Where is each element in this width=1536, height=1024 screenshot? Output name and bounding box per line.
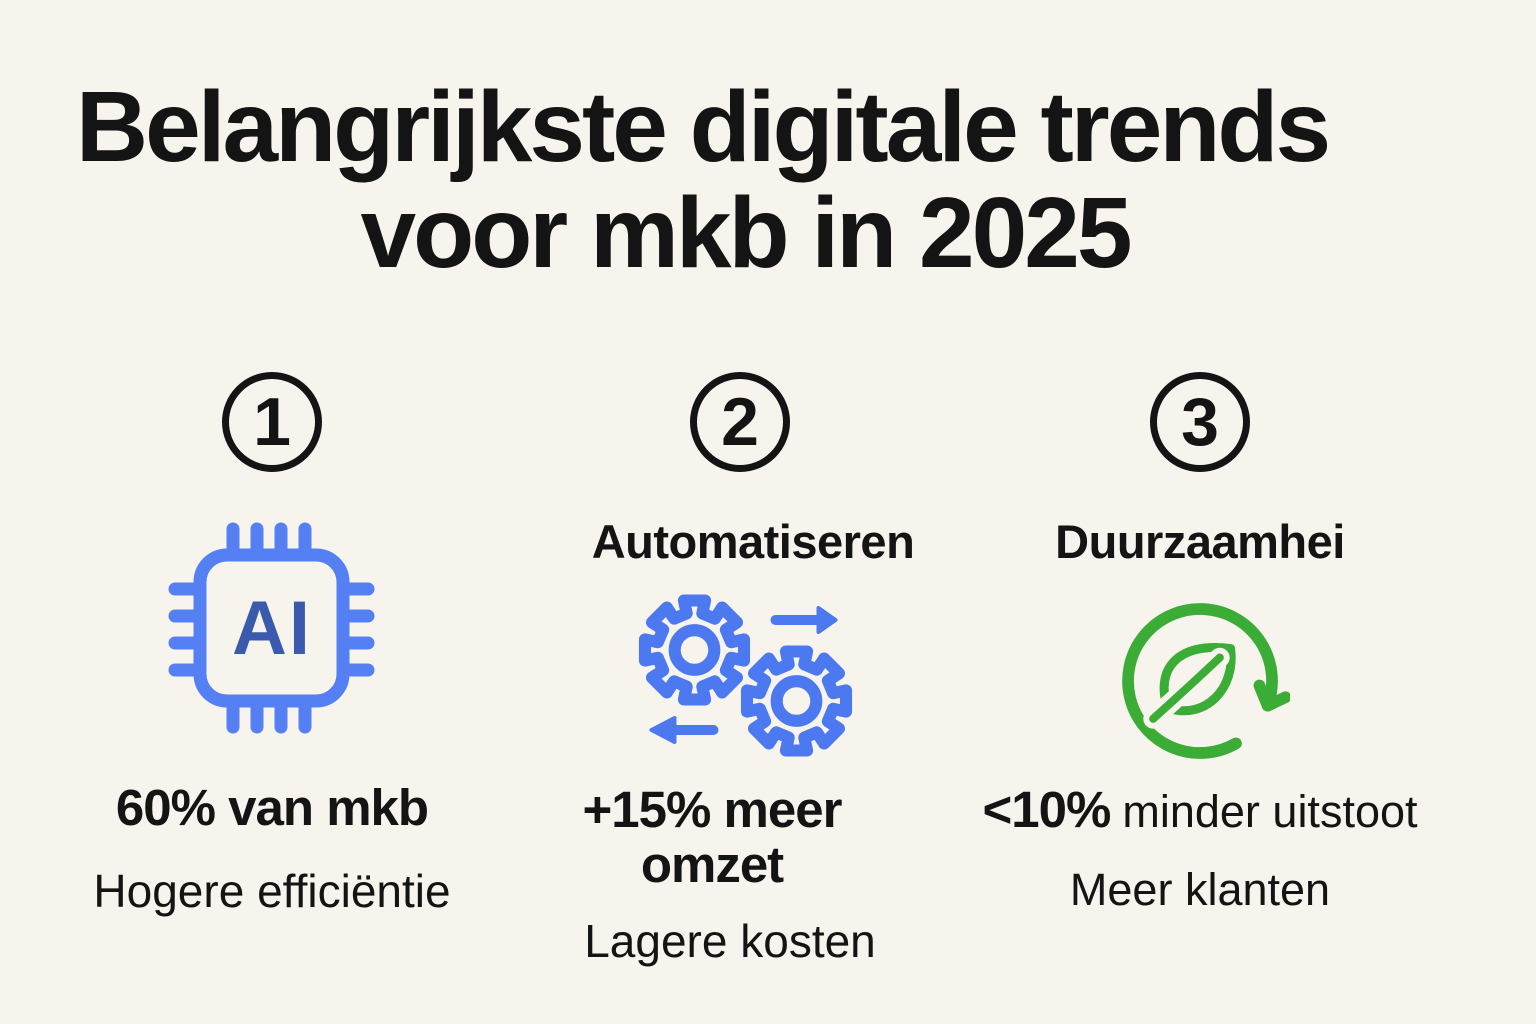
trend-stat-2-line-1: +15% meer: [582, 781, 843, 838]
trend-label-3: Duurzaamhei: [1055, 515, 1345, 568]
gear-large: [645, 601, 744, 700]
trend-label-2: Automatiseren: [591, 515, 915, 568]
chip-body: [193, 548, 350, 708]
page-title: Belangrijkste digitale trends voor mkb i…: [0, 74, 1440, 286]
trend-sub-3: Meer klanten: [1069, 864, 1331, 915]
ai-chip-svg: AI: [168, 522, 375, 734]
chip-pins-bottom: [226, 694, 312, 734]
trend-column-sustainability: 3 Duurzaamhei <10% minder uitstoot Meer k…: [935, 0, 1465, 1024]
chip-ai-label: AI: [232, 586, 312, 671]
trend-stat-3-rest: minder uitstoot: [1122, 786, 1418, 837]
page-title-line-2: voor mkb in 2025: [360, 177, 1133, 289]
step-number: 3: [1181, 384, 1219, 460]
gear-small: [747, 652, 846, 751]
cycle-arrowhead: [1253, 679, 1292, 712]
leaf-stem: [1149, 653, 1224, 723]
arrow-right-icon: [770, 606, 838, 634]
trend-column-ai: 1: [52, 0, 492, 1024]
arrow-left-icon: [649, 716, 719, 744]
trend-stat-3: <10% minder uitstoot: [935, 782, 1465, 837]
trend-sub-1: Hogere efficiëntie: [93, 865, 451, 917]
gears-svg: [623, 590, 868, 775]
step-number: 1: [253, 384, 291, 460]
step-number: 2: [721, 384, 759, 460]
leaf-cycle-svg: [1122, 603, 1292, 759]
trend-stat-1: 60% van mkb: [115, 779, 429, 836]
trend-column-automation: 2 Automatiseren: [500, 0, 960, 1024]
leaf-outline: [1159, 643, 1236, 716]
step-number-badge-2: 2: [690, 372, 790, 472]
step-number-badge-1: 1: [222, 372, 322, 472]
cycle-arc: [1122, 603, 1278, 759]
trend-stat-3-bold: <10%: [982, 781, 1112, 838]
gears-icon: [623, 590, 868, 775]
trend-stat-2: +15% meer omzet: [482, 782, 942, 892]
ai-chip-icon: AI: [167, 521, 377, 735]
step-number-badge-3: 3: [1150, 372, 1250, 472]
chip-pins-top: [226, 522, 312, 562]
leaf-cycle-icon: [1110, 591, 1292, 771]
trend-sub-2: Lagere kosten: [584, 915, 876, 967]
chip-pins-left: [168, 582, 207, 677]
trend-stat-2-line-2: omzet: [640, 836, 784, 894]
page-title-line-1: Belangrijkste digitale trends: [75, 71, 1331, 183]
chip-pins-right: [336, 582, 375, 677]
